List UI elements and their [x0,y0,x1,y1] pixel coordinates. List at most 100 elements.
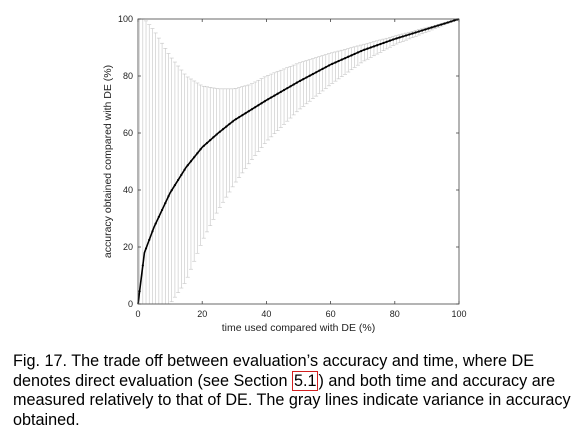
mean-point [356,51,359,54]
mean-point [379,42,382,46]
variance-bar [400,33,405,42]
mean-point [417,30,420,33]
variance-bar [301,61,306,107]
mean-point [289,85,292,88]
variance-bar [233,88,238,183]
mean-point [376,44,379,47]
variance-bar [169,57,174,303]
variance-bar [307,59,312,102]
variance-bar [391,36,396,46]
section-reference-link[interactable]: 5.1 [291,370,319,391]
mean-point [141,264,144,267]
variance-bar [323,54,328,89]
variance-bar [262,76,267,144]
mean-point [305,76,308,79]
variance-bar [192,80,197,262]
mean-point [321,67,324,70]
variance-bar [182,73,187,284]
y-tick-label: 40 [123,185,133,195]
x-tick-label: 80 [390,309,400,319]
y-axis-label: accuracy obtained compared with DE (%) [102,65,114,258]
y-tick-label: 80 [123,71,133,81]
mean-point [347,55,350,58]
variance-bar [201,85,206,239]
mean-point [331,62,334,65]
mean-point [254,106,257,109]
variance-bar [278,69,283,128]
variance-bar [259,78,264,148]
mean-point [363,48,366,51]
mean-point [430,26,433,29]
mean-point [308,74,311,77]
variance-bar [339,49,344,77]
variance-bar [317,56,322,94]
mean-point [340,58,343,61]
variance-bar [195,82,200,254]
variance-bar [272,72,277,135]
variance-bar [288,66,293,119]
mean-point [209,139,212,142]
mean-point [260,102,263,105]
variance-bar [343,49,348,75]
mean-point [225,125,228,128]
mean-point [279,90,282,93]
x-axis-label: time used compared with DE (%) [222,322,375,334]
x-tick-label: 20 [197,309,207,319]
mean-point [311,72,315,76]
mean-point [420,29,424,32]
mean-point [433,25,437,28]
variance-bar [282,68,287,125]
mean-point [343,57,347,60]
variance-bar [275,71,280,131]
mean-point [453,19,456,22]
mean-point [266,98,270,101]
variance-bar [346,48,351,73]
y-tick-label: 0 [128,299,133,309]
mean-point [385,40,388,43]
y-tick-label: 60 [123,128,133,138]
mean-point [257,104,260,107]
mean-point [238,116,241,119]
mean-point [263,100,266,103]
variance-bar [387,37,392,48]
variance-bar [221,88,226,203]
variance-bar [240,86,245,174]
variance-bar [211,87,216,220]
variance-bar [224,88,229,198]
mean-point [164,202,167,205]
variance-bar [362,43,367,62]
caption-text-start: Fig. 17. The trade off between evaluatio… [13,352,534,390]
mean-point [144,247,148,250]
variance-bar [153,32,158,305]
variance-bar [304,60,309,105]
variance-bar [179,69,184,289]
mean-point [327,64,331,67]
variance-bar [185,76,190,278]
variance-bar [394,35,399,45]
variance-bar [349,47,354,71]
variance-bar [205,86,210,233]
mean-point [167,195,170,198]
mean-curve [137,18,460,305]
mean-line [137,18,460,305]
mean-point [443,22,446,25]
variance-bar [227,88,232,193]
mean-point [449,20,453,23]
mean-point [151,230,154,233]
x-tick-label: 0 [135,309,140,319]
variance-bar [150,28,155,305]
variance-bar [291,64,296,116]
mean-point [183,168,186,171]
mean-point [334,61,337,64]
y-tick-label: 100 [118,14,133,24]
variance-bar [198,84,203,246]
mean-point [202,144,205,147]
variance-bars [137,18,460,305]
variance-bar [230,88,235,188]
mean-point [392,38,395,41]
mean-point [173,184,177,187]
variance-bar [371,41,376,57]
mean-point [189,160,193,163]
mean-point [318,69,321,72]
variance-bar [375,40,380,55]
